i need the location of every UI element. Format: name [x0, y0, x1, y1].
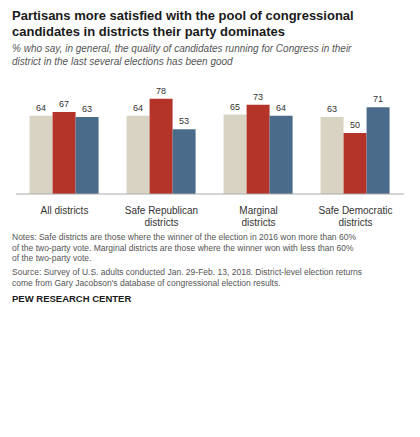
html-text:% who say, in general, the qua: % who say, in general, the quality of ca… — [12, 43, 352, 55]
svg-text:64: 64 — [276, 103, 286, 113]
html-text:PEW RESEARCH CENTER: PEW RESEARCH CENTER — [12, 293, 132, 305]
html-text:Notes: Safe districts are thos: Notes: Safe districts are those where th… — [12, 232, 356, 243]
svg-text:63: 63 — [82, 104, 92, 114]
svg-text:71: 71 — [373, 94, 383, 104]
svg-text:78: 78 — [156, 86, 166, 96]
html-text:Source: Survey of U.S. adults: Source: Survey of U.S. adults conducted … — [12, 267, 363, 278]
svg-text:64: 64 — [36, 103, 46, 113]
svg-text:73: 73 — [253, 92, 263, 102]
svg-text:Safe Republicandistricts: Safe Republicandistricts — [125, 205, 198, 228]
svg-text:Safe Democraticdistricts: Safe Democraticdistricts — [319, 205, 393, 228]
html-text:come from Gary Jacobson's data: come from Gary Jacobson's database of co… — [12, 277, 281, 288]
svg-text:All districts: All districts — [41, 205, 89, 216]
svg-text:65: 65 — [230, 102, 240, 112]
svg-text:63: 63 — [327, 104, 337, 114]
html-text:of the two-party vote.: of the two-party vote. — [12, 253, 92, 264]
html-text:candidates in districts their: candidates in districts their party domi… — [12, 23, 286, 39]
svg-text:53: 53 — [179, 116, 189, 126]
svg-text:Marginaldistricts: Marginaldistricts — [239, 205, 277, 228]
svg-text:64: 64 — [133, 103, 143, 113]
html-text:district in the last several e: district in the last several elections h… — [12, 55, 233, 67]
html-text:Partisans more satisfied with: Partisans more satisfied with the pool o… — [12, 8, 354, 23]
html-text:of the two-party vote. Margina: of the two-party vote. Marginal district… — [12, 242, 354, 253]
svg-text:50: 50 — [350, 120, 360, 130]
svg-text:67: 67 — [59, 99, 69, 109]
